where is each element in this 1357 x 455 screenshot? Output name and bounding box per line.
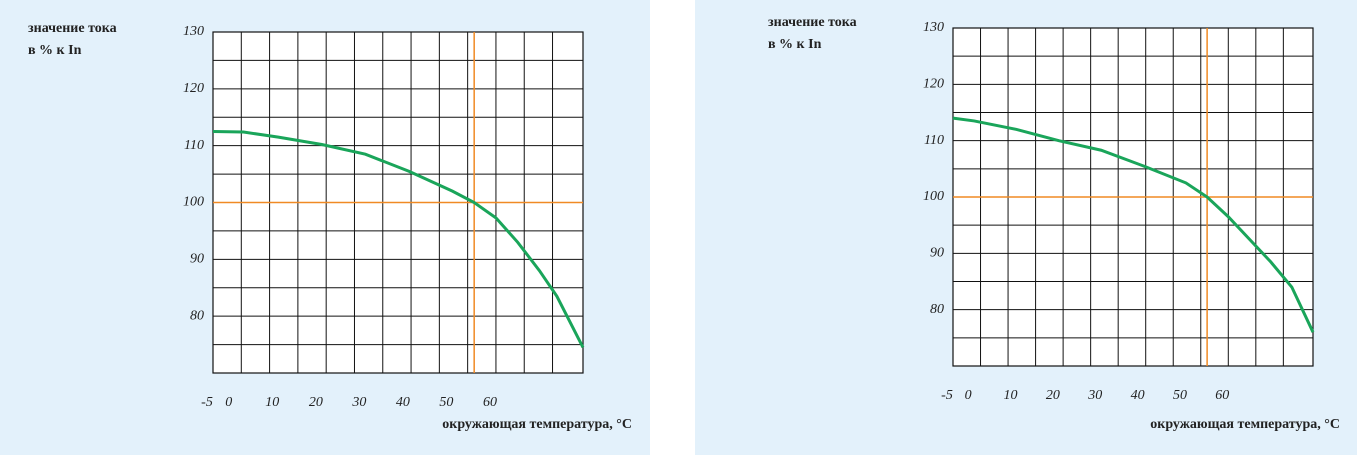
- y-axis-title: в % к In: [768, 37, 822, 52]
- y-tick-label: 100: [923, 189, 944, 204]
- y-tick-label: 110: [924, 133, 944, 148]
- y-axis-title: значение тока: [28, 21, 117, 36]
- x-tick-label: 0: [225, 395, 232, 410]
- y-tick-label: 80: [190, 308, 204, 323]
- y-tick-label: 80: [930, 302, 944, 317]
- x-tick-label: 10: [1004, 388, 1018, 403]
- y-axis-title: значение тока: [768, 15, 857, 30]
- y-tick-label: 100: [183, 195, 204, 210]
- x-axis-title: окружающая температура, °C: [1150, 417, 1340, 432]
- curve: [212, 129, 585, 349]
- y-tick-label: 130: [183, 24, 204, 39]
- y-tick-label: 90: [930, 246, 944, 261]
- x-axis-title: окружающая температура, °C: [442, 417, 632, 432]
- x-tick-label: 50: [1173, 388, 1187, 403]
- x-tick-label: 60: [483, 395, 497, 410]
- x-tick-label: 10: [265, 395, 279, 410]
- x-tick-label: -5: [201, 395, 213, 410]
- y-tick-label: 120: [183, 81, 204, 96]
- x-tick-label: 40: [396, 395, 410, 410]
- y-tick-label: 130: [923, 20, 944, 35]
- x-tick-label: 0: [965, 388, 972, 403]
- x-tick-label: 40: [1131, 388, 1145, 403]
- x-tick-label: 50: [439, 395, 453, 410]
- x-tick-label: 30: [351, 395, 366, 410]
- curve: [952, 116, 1315, 333]
- y-axis-title: в % к In: [28, 43, 82, 58]
- x-tick-label: 30: [1087, 388, 1102, 403]
- x-tick-label: 20: [1046, 388, 1060, 403]
- x-tick-label: 60: [1215, 388, 1229, 403]
- x-tick-label: 20: [309, 395, 323, 410]
- y-tick-label: 90: [190, 252, 204, 267]
- y-tick-label: 110: [184, 138, 204, 153]
- y-tick-label: 120: [923, 77, 944, 92]
- x-tick-label: -5: [941, 388, 953, 403]
